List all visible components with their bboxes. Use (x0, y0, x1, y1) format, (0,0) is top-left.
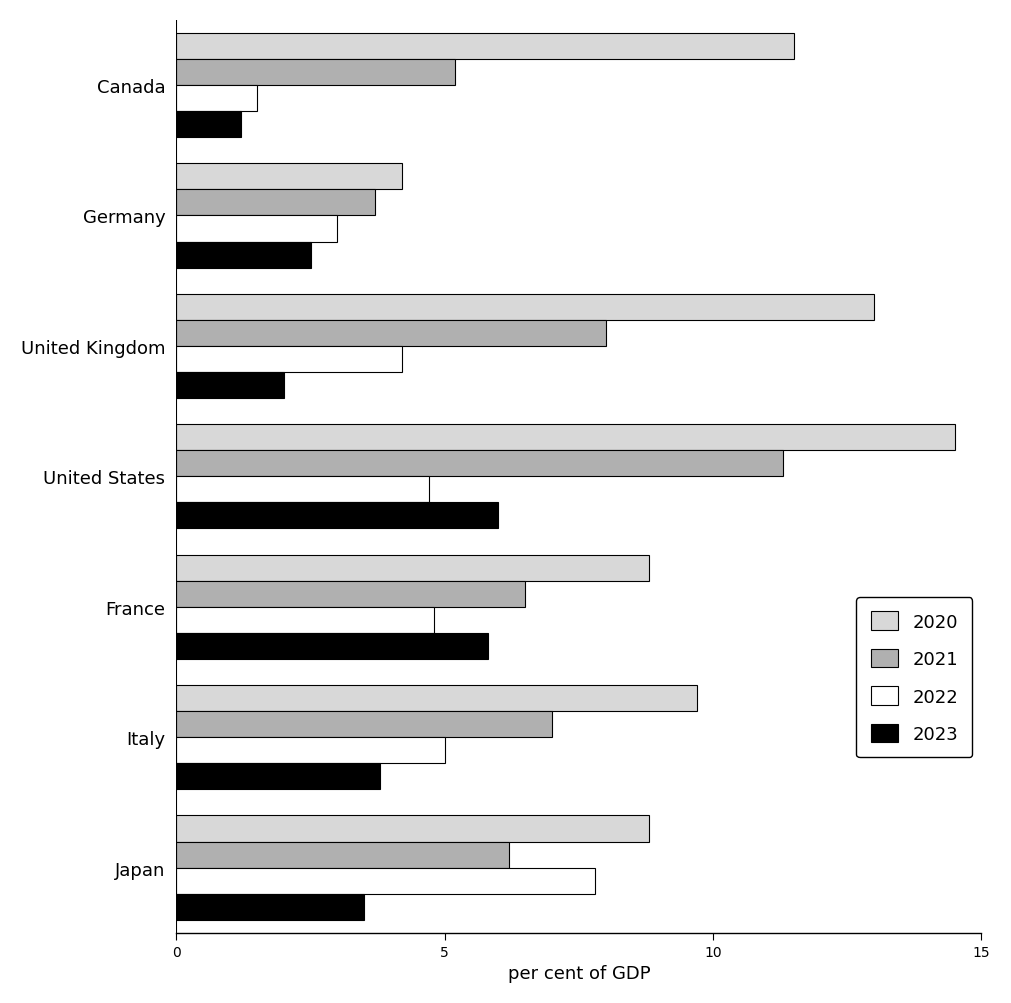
Bar (177, 372, 284, 398)
Bar (177, 581, 526, 607)
Legend: 2020, 2021, 2022, 2023: 2020, 2021, 2022, 2023 (856, 598, 973, 757)
Bar (177, 243, 310, 269)
Bar (177, 737, 445, 763)
Bar (177, 217, 338, 243)
Bar (177, 191, 375, 217)
Bar (177, 60, 456, 86)
Bar (177, 763, 380, 789)
Bar (177, 685, 697, 711)
Bar (177, 503, 498, 529)
Bar (177, 842, 510, 868)
Bar (177, 555, 649, 581)
Bar (177, 815, 649, 842)
Bar (177, 321, 606, 347)
Bar (177, 868, 595, 894)
Bar (177, 295, 875, 321)
Bar (177, 607, 434, 633)
Bar (177, 450, 783, 476)
X-axis label: per cent of GDP: per cent of GDP (508, 964, 650, 982)
Bar (177, 34, 794, 60)
Bar (177, 476, 429, 503)
Bar (177, 347, 401, 372)
Bar (177, 424, 954, 450)
Bar (177, 633, 487, 659)
Bar (177, 112, 241, 138)
Bar (177, 711, 552, 737)
Bar (177, 86, 257, 112)
Bar (177, 164, 401, 191)
Bar (177, 894, 364, 920)
